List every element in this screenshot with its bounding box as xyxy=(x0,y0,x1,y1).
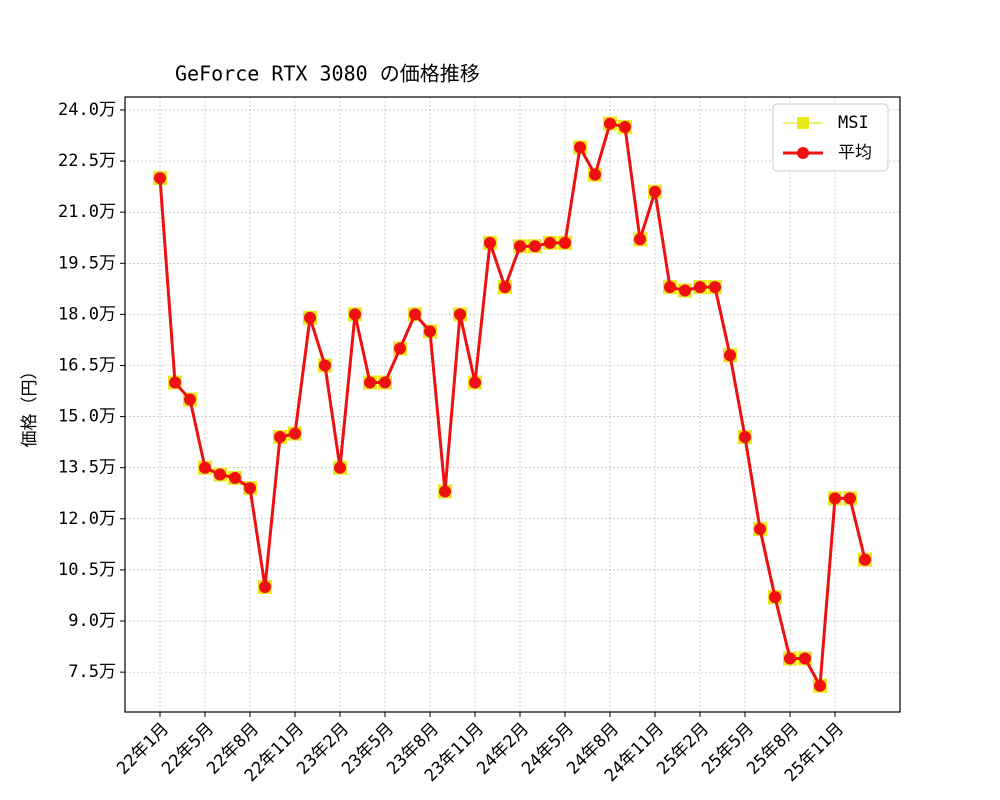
marker xyxy=(619,120,631,133)
marker xyxy=(379,376,391,389)
marker xyxy=(709,281,721,294)
marker xyxy=(439,485,451,498)
plot xyxy=(153,116,872,693)
legend: MSI 平均 xyxy=(772,103,889,172)
marker xyxy=(409,308,421,321)
marker xyxy=(844,492,856,505)
y-axis-label: 価格（円） xyxy=(20,363,40,448)
marker xyxy=(229,471,241,484)
y-tick-label: 9.0万 xyxy=(68,611,116,631)
y-tick-label: 7.5万 xyxy=(68,662,116,682)
y-tick-label: 16.5万 xyxy=(58,355,116,375)
marker xyxy=(184,393,196,406)
y-tick-label: 12.0万 xyxy=(58,509,116,529)
marker xyxy=(394,342,406,355)
marker xyxy=(349,308,361,321)
marker xyxy=(634,233,646,246)
series-line xyxy=(158,122,867,688)
legend-marker xyxy=(797,117,809,129)
y-tick-label: 18.0万 xyxy=(58,304,116,324)
marker xyxy=(814,679,826,692)
legend-marker xyxy=(797,147,809,159)
marker xyxy=(499,281,511,294)
marker xyxy=(544,236,556,249)
marker xyxy=(529,240,541,253)
marker xyxy=(154,172,166,185)
marker xyxy=(364,376,376,389)
marker xyxy=(829,492,841,505)
marker xyxy=(214,468,226,481)
marker xyxy=(259,580,271,593)
y-tick-label: 13.5万 xyxy=(58,458,116,478)
marker xyxy=(244,482,256,495)
marker xyxy=(724,349,736,362)
marker xyxy=(454,308,466,321)
marker xyxy=(859,553,871,566)
marker xyxy=(559,236,571,249)
y-tick-label: 19.5万 xyxy=(58,253,116,273)
marker xyxy=(169,376,181,389)
marker xyxy=(769,591,781,604)
marker xyxy=(664,281,676,294)
marker xyxy=(574,141,586,154)
y-tick-label: 10.5万 xyxy=(58,560,116,580)
marker xyxy=(469,376,481,389)
legend-label: MSI xyxy=(838,113,869,133)
marker xyxy=(319,359,331,372)
chart-title: GeForce RTX 3080 の価格推移 xyxy=(175,62,480,86)
y-tick-label: 15.0万 xyxy=(58,407,116,427)
marker xyxy=(784,652,796,665)
marker xyxy=(799,652,811,665)
y-tick-label: 24.0万 xyxy=(58,100,116,120)
marker xyxy=(739,431,751,444)
marker xyxy=(649,185,661,198)
y-tick-label: 21.0万 xyxy=(58,202,116,222)
marker xyxy=(694,281,706,294)
marker xyxy=(679,284,691,297)
marker xyxy=(289,427,301,440)
marker xyxy=(334,461,346,474)
axes-frame xyxy=(124,96,901,713)
marker xyxy=(484,236,496,249)
y-tick-label: 22.5万 xyxy=(58,151,116,171)
marker xyxy=(754,523,766,536)
marker xyxy=(199,461,211,474)
marker xyxy=(514,240,526,253)
marker xyxy=(424,325,436,338)
marker xyxy=(274,431,286,444)
marker xyxy=(589,168,601,181)
marker xyxy=(604,117,616,130)
marker xyxy=(304,311,316,324)
legend-label: 平均 xyxy=(838,143,872,163)
